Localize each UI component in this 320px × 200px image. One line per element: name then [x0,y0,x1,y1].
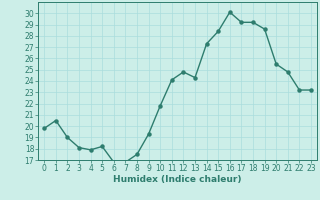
X-axis label: Humidex (Indice chaleur): Humidex (Indice chaleur) [113,175,242,184]
